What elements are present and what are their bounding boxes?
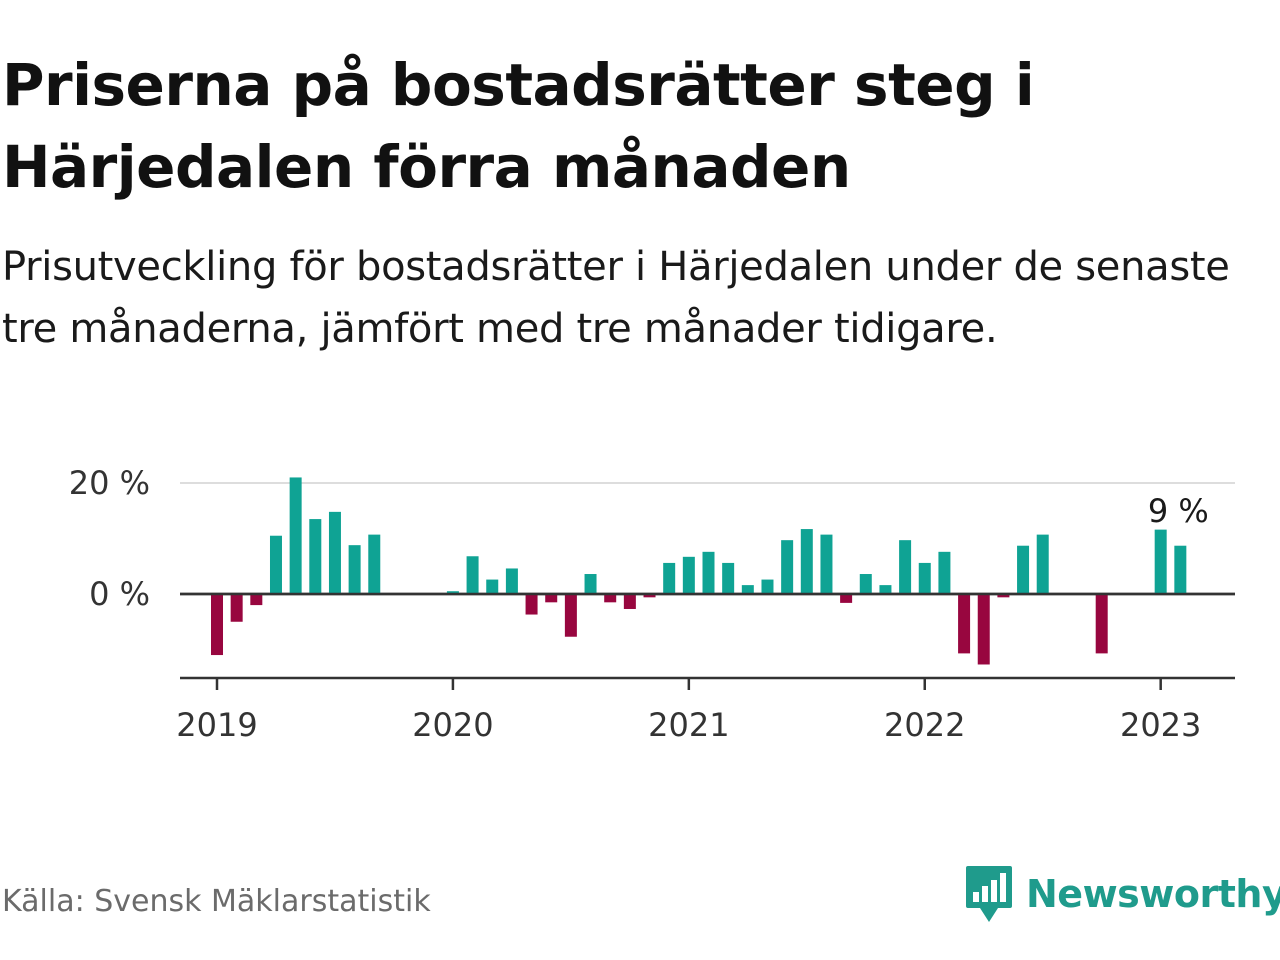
bar <box>722 562 735 594</box>
bar <box>997 594 1010 598</box>
bar <box>505 568 518 594</box>
bar <box>840 594 853 603</box>
bar <box>879 585 892 594</box>
bar <box>1095 594 1108 654</box>
brand-logo[interactable]: Newsworthy <box>964 862 1280 926</box>
bar <box>663 562 676 594</box>
bar <box>800 529 813 594</box>
bar <box>859 574 872 594</box>
bar <box>446 591 459 594</box>
bar <box>368 534 381 594</box>
bar <box>250 594 263 606</box>
bar <box>741 585 754 594</box>
bar <box>289 477 302 594</box>
bar <box>1017 545 1030 594</box>
bar <box>525 594 538 615</box>
bar <box>604 594 617 603</box>
bar <box>643 594 656 598</box>
x-tick-label: 2022 <box>884 706 965 744</box>
bar <box>918 562 931 594</box>
bar <box>1154 529 1167 594</box>
bar <box>564 594 577 637</box>
bar <box>761 579 774 594</box>
bar-chart: 20 % 0 % 2019 2020 2021 2022 2023 9 % <box>69 464 1235 744</box>
tick-labels: 20 % 0 % 2019 2020 2021 2022 2023 9 % <box>69 464 1209 744</box>
bars <box>211 477 1187 665</box>
bar <box>820 534 833 594</box>
bar <box>348 545 361 594</box>
axes <box>180 592 1235 690</box>
newsworthy-bar-chart-icon <box>966 866 1012 922</box>
bar <box>211 594 223 656</box>
bar <box>702 551 715 594</box>
y-tick-label: 20 % <box>69 464 150 502</box>
x-tick-label: 2021 <box>648 706 729 744</box>
bar <box>328 511 341 594</box>
x-tick-label: 2023 <box>1120 706 1201 744</box>
bar <box>1174 545 1187 594</box>
bar <box>309 519 322 594</box>
bar <box>545 594 558 603</box>
bar <box>230 594 243 622</box>
bar <box>269 535 282 594</box>
chart-title: Priserna på bostadsrätter steg i Härjeda… <box>2 51 1035 201</box>
bar <box>899 540 912 594</box>
bar <box>682 556 695 594</box>
bar <box>623 594 636 609</box>
bar <box>977 594 990 665</box>
brand-name: Newsworthy <box>1026 872 1280 916</box>
bar <box>466 556 479 594</box>
x-tick-label: 2019 <box>176 706 257 744</box>
bar <box>1036 534 1049 594</box>
bar <box>781 540 794 594</box>
source-note: Källa: Svensk Mäklarstatistik <box>2 884 431 919</box>
bar <box>584 574 597 594</box>
last-value-annotation: 9 % <box>1148 492 1209 530</box>
bar <box>486 579 499 594</box>
y-tick-label: 0 % <box>89 575 150 613</box>
bar <box>958 594 971 654</box>
bar <box>938 551 951 594</box>
chart-subtitle: Prisutveckling för bostadsrätter i Härje… <box>2 244 1230 352</box>
x-tick-label: 2020 <box>412 706 493 744</box>
